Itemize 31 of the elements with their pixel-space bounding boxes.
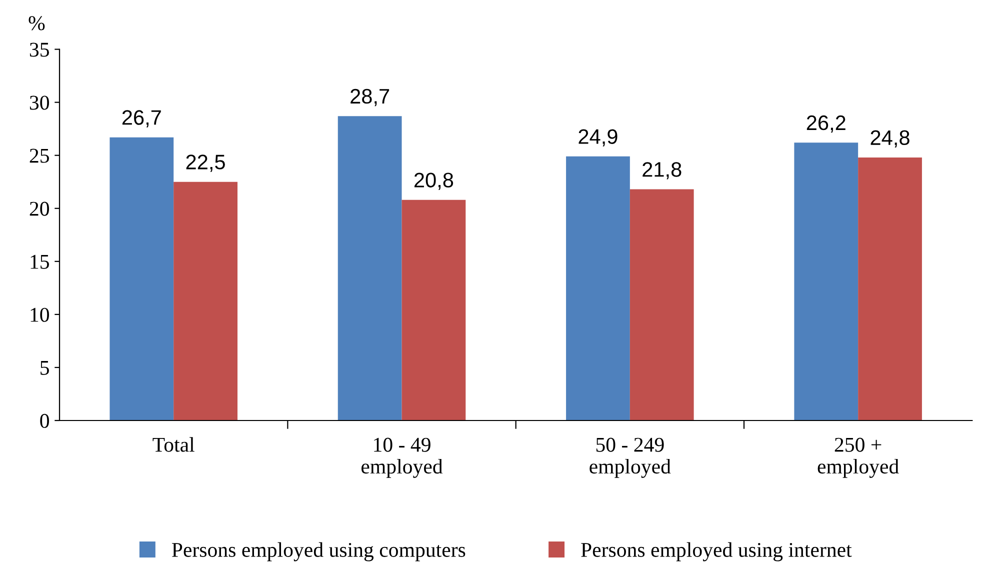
bar — [858, 157, 922, 420]
y-tick-label: 35 — [30, 42, 49, 57]
bar — [566, 156, 630, 420]
x-tick-label: 50 - 249 employed — [590, 438, 671, 478]
legend-label: Persons employed using internet — [581, 542, 852, 562]
y-tick-label: 5 — [40, 361, 49, 375]
y-tick-label: 25 — [30, 148, 49, 163]
x-tick-label: 250 + employed — [818, 438, 899, 478]
bar — [794, 142, 858, 420]
x-tick-label: 10 - 49 employed — [361, 438, 443, 478]
bar — [174, 182, 238, 420]
bar — [402, 200, 466, 420]
y-tick-label: 30 — [30, 96, 50, 110]
data-label: 24,8 — [870, 130, 910, 148]
y-tick-label: 0 — [40, 414, 50, 428]
y-tick-label: 15 — [30, 254, 49, 269]
data-label: 21,8 — [642, 162, 682, 180]
y-tick-label: 10 — [30, 308, 50, 322]
data-label: 28,7 — [350, 88, 390, 106]
bar — [630, 189, 694, 420]
data-label: 26,2 — [806, 115, 846, 133]
data-label: 24,9 — [578, 129, 618, 146]
y-axis-title: % — [28, 16, 45, 30]
legend-label: Persons employed using computers — [172, 542, 466, 562]
y-tick-label: 20 — [30, 202, 50, 216]
bar — [110, 137, 174, 420]
data-label: 26,7 — [122, 110, 161, 128]
data-label: 22,5 — [186, 154, 225, 172]
data-label: 20,8 — [414, 172, 454, 190]
bar — [338, 116, 402, 420]
x-tick-label: Total — [152, 437, 194, 452]
